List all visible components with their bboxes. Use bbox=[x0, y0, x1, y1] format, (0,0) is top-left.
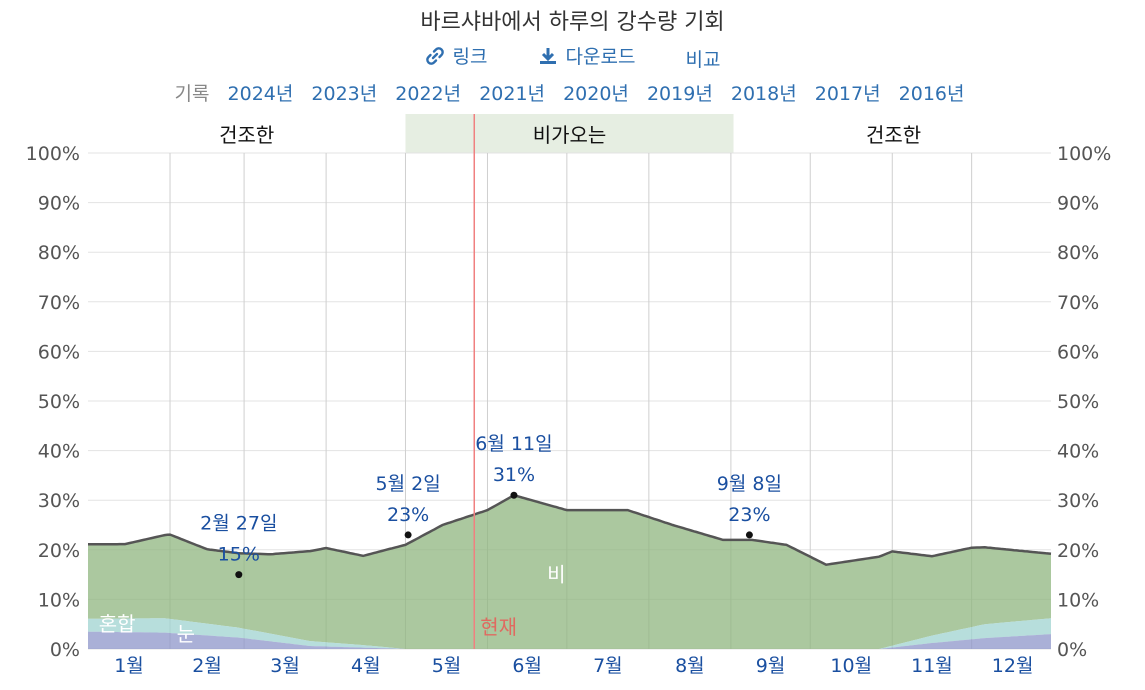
month-label: 8월 bbox=[675, 655, 705, 677]
link-icon bbox=[425, 46, 444, 65]
link-button[interactable]: 링크 bbox=[425, 42, 488, 69]
rain-area bbox=[88, 495, 1051, 649]
year-link-2024[interactable]: 2024년 bbox=[227, 83, 294, 105]
month-label: 3월 bbox=[270, 655, 300, 677]
area-label: 혼합 bbox=[99, 612, 136, 636]
area-label: 비 bbox=[547, 563, 565, 587]
month-label: 11월 bbox=[911, 655, 953, 677]
annotation-dot bbox=[404, 531, 412, 539]
y-tick-label-right: 40% bbox=[1057, 441, 1099, 463]
season-label: 건조한 bbox=[219, 123, 274, 147]
month-label: 1월 bbox=[114, 655, 144, 677]
annotation-date: 2월 27일 bbox=[200, 513, 277, 535]
toolbar: 링크 다운로드 비교 bbox=[0, 42, 1145, 72]
y-tick-label-right: 100% bbox=[1057, 143, 1111, 165]
y-tick-label-left: 0% bbox=[50, 639, 80, 661]
page-title: 바르샤바에서 하루의 강수량 기회 bbox=[420, 10, 725, 35]
year-link-2023[interactable]: 2023년 bbox=[311, 83, 378, 105]
month-label: 5월 bbox=[432, 655, 462, 677]
annotation-date: 5월 2일 bbox=[376, 473, 441, 495]
season-band-rainy bbox=[405, 114, 734, 153]
y-tick-label-right: 90% bbox=[1057, 193, 1099, 215]
download-icon bbox=[539, 47, 556, 64]
year-link-2017[interactable]: 2017년 bbox=[814, 83, 881, 105]
current-day-label: 현재 bbox=[480, 615, 517, 639]
y-tick-label-left: 50% bbox=[38, 391, 80, 413]
y-tick-label-right: 80% bbox=[1057, 242, 1099, 264]
total-precipitation-line bbox=[88, 493, 1052, 566]
year-link-2020[interactable]: 2020년 bbox=[563, 83, 629, 105]
y-tick-label-left: 90% bbox=[38, 193, 80, 215]
y-tick-label-left: 40% bbox=[38, 441, 80, 463]
season-label: 건조한 bbox=[866, 123, 921, 147]
y-tick-label-left: 100% bbox=[26, 143, 80, 165]
y-tick-label-left: 80% bbox=[38, 242, 80, 264]
annotation-value: 31% bbox=[493, 464, 535, 486]
y-tick-label-left: 60% bbox=[38, 341, 80, 363]
y-tick-label-right: 30% bbox=[1057, 490, 1099, 512]
month-label: 9월 bbox=[756, 655, 786, 677]
year-link-2018[interactable]: 2018년 bbox=[730, 83, 797, 105]
month-label: 7월 bbox=[593, 655, 623, 677]
month-label: 10월 bbox=[830, 655, 872, 677]
annotation-value: 23% bbox=[728, 504, 770, 526]
history-label: 기록 bbox=[174, 83, 210, 105]
y-tick-label-left: 30% bbox=[38, 490, 80, 512]
history-years: 기록 2024년 2023년 2022년 2021년 2020년 2019년 2… bbox=[0, 79, 1145, 106]
year-link-2016[interactable]: 2016년 bbox=[898, 83, 965, 105]
y-tick-label-left: 10% bbox=[38, 589, 80, 611]
y-tick-label-right: 50% bbox=[1057, 391, 1099, 413]
y-tick-label-right: 20% bbox=[1057, 540, 1099, 562]
area-label: 눈 bbox=[177, 622, 195, 646]
compare-label: 비교 bbox=[685, 48, 721, 71]
compare-button[interactable]: 비교 bbox=[686, 45, 721, 72]
y-tick-label-right: 60% bbox=[1057, 341, 1099, 363]
download-button[interactable]: 다운로드 bbox=[538, 42, 636, 69]
y-tick-label-right: 10% bbox=[1057, 589, 1099, 611]
annotation-dot bbox=[235, 571, 243, 579]
annotation-value: 15% bbox=[218, 544, 260, 566]
download-label: 다운로드 bbox=[565, 46, 636, 68]
season-label: 비가오는 bbox=[533, 123, 607, 147]
month-label: 12월 bbox=[992, 655, 1034, 677]
annotation-value: 23% bbox=[387, 504, 429, 526]
annotation-dot bbox=[745, 531, 753, 539]
y-tick-label-left: 70% bbox=[38, 292, 80, 314]
annotation-date: 6월 11일 bbox=[475, 433, 552, 455]
y-tick-label-right: 70% bbox=[1057, 292, 1099, 314]
annotation-date: 9월 8일 bbox=[717, 473, 782, 495]
month-label: 4월 bbox=[351, 655, 381, 677]
snow-area bbox=[88, 631, 1051, 649]
year-link-2021[interactable]: 2021년 bbox=[479, 83, 546, 105]
year-link-2019[interactable]: 2019년 bbox=[646, 83, 713, 105]
y-tick-label-right: 0% bbox=[1057, 639, 1087, 661]
month-label: 2월 bbox=[192, 655, 222, 677]
year-link-2022[interactable]: 2022년 bbox=[395, 83, 462, 105]
mixed-area bbox=[88, 618, 1051, 649]
month-label: 6월 bbox=[512, 655, 542, 677]
link-label: 링크 bbox=[452, 46, 488, 68]
y-tick-label-left: 20% bbox=[38, 540, 80, 562]
annotation-dot bbox=[510, 491, 518, 499]
